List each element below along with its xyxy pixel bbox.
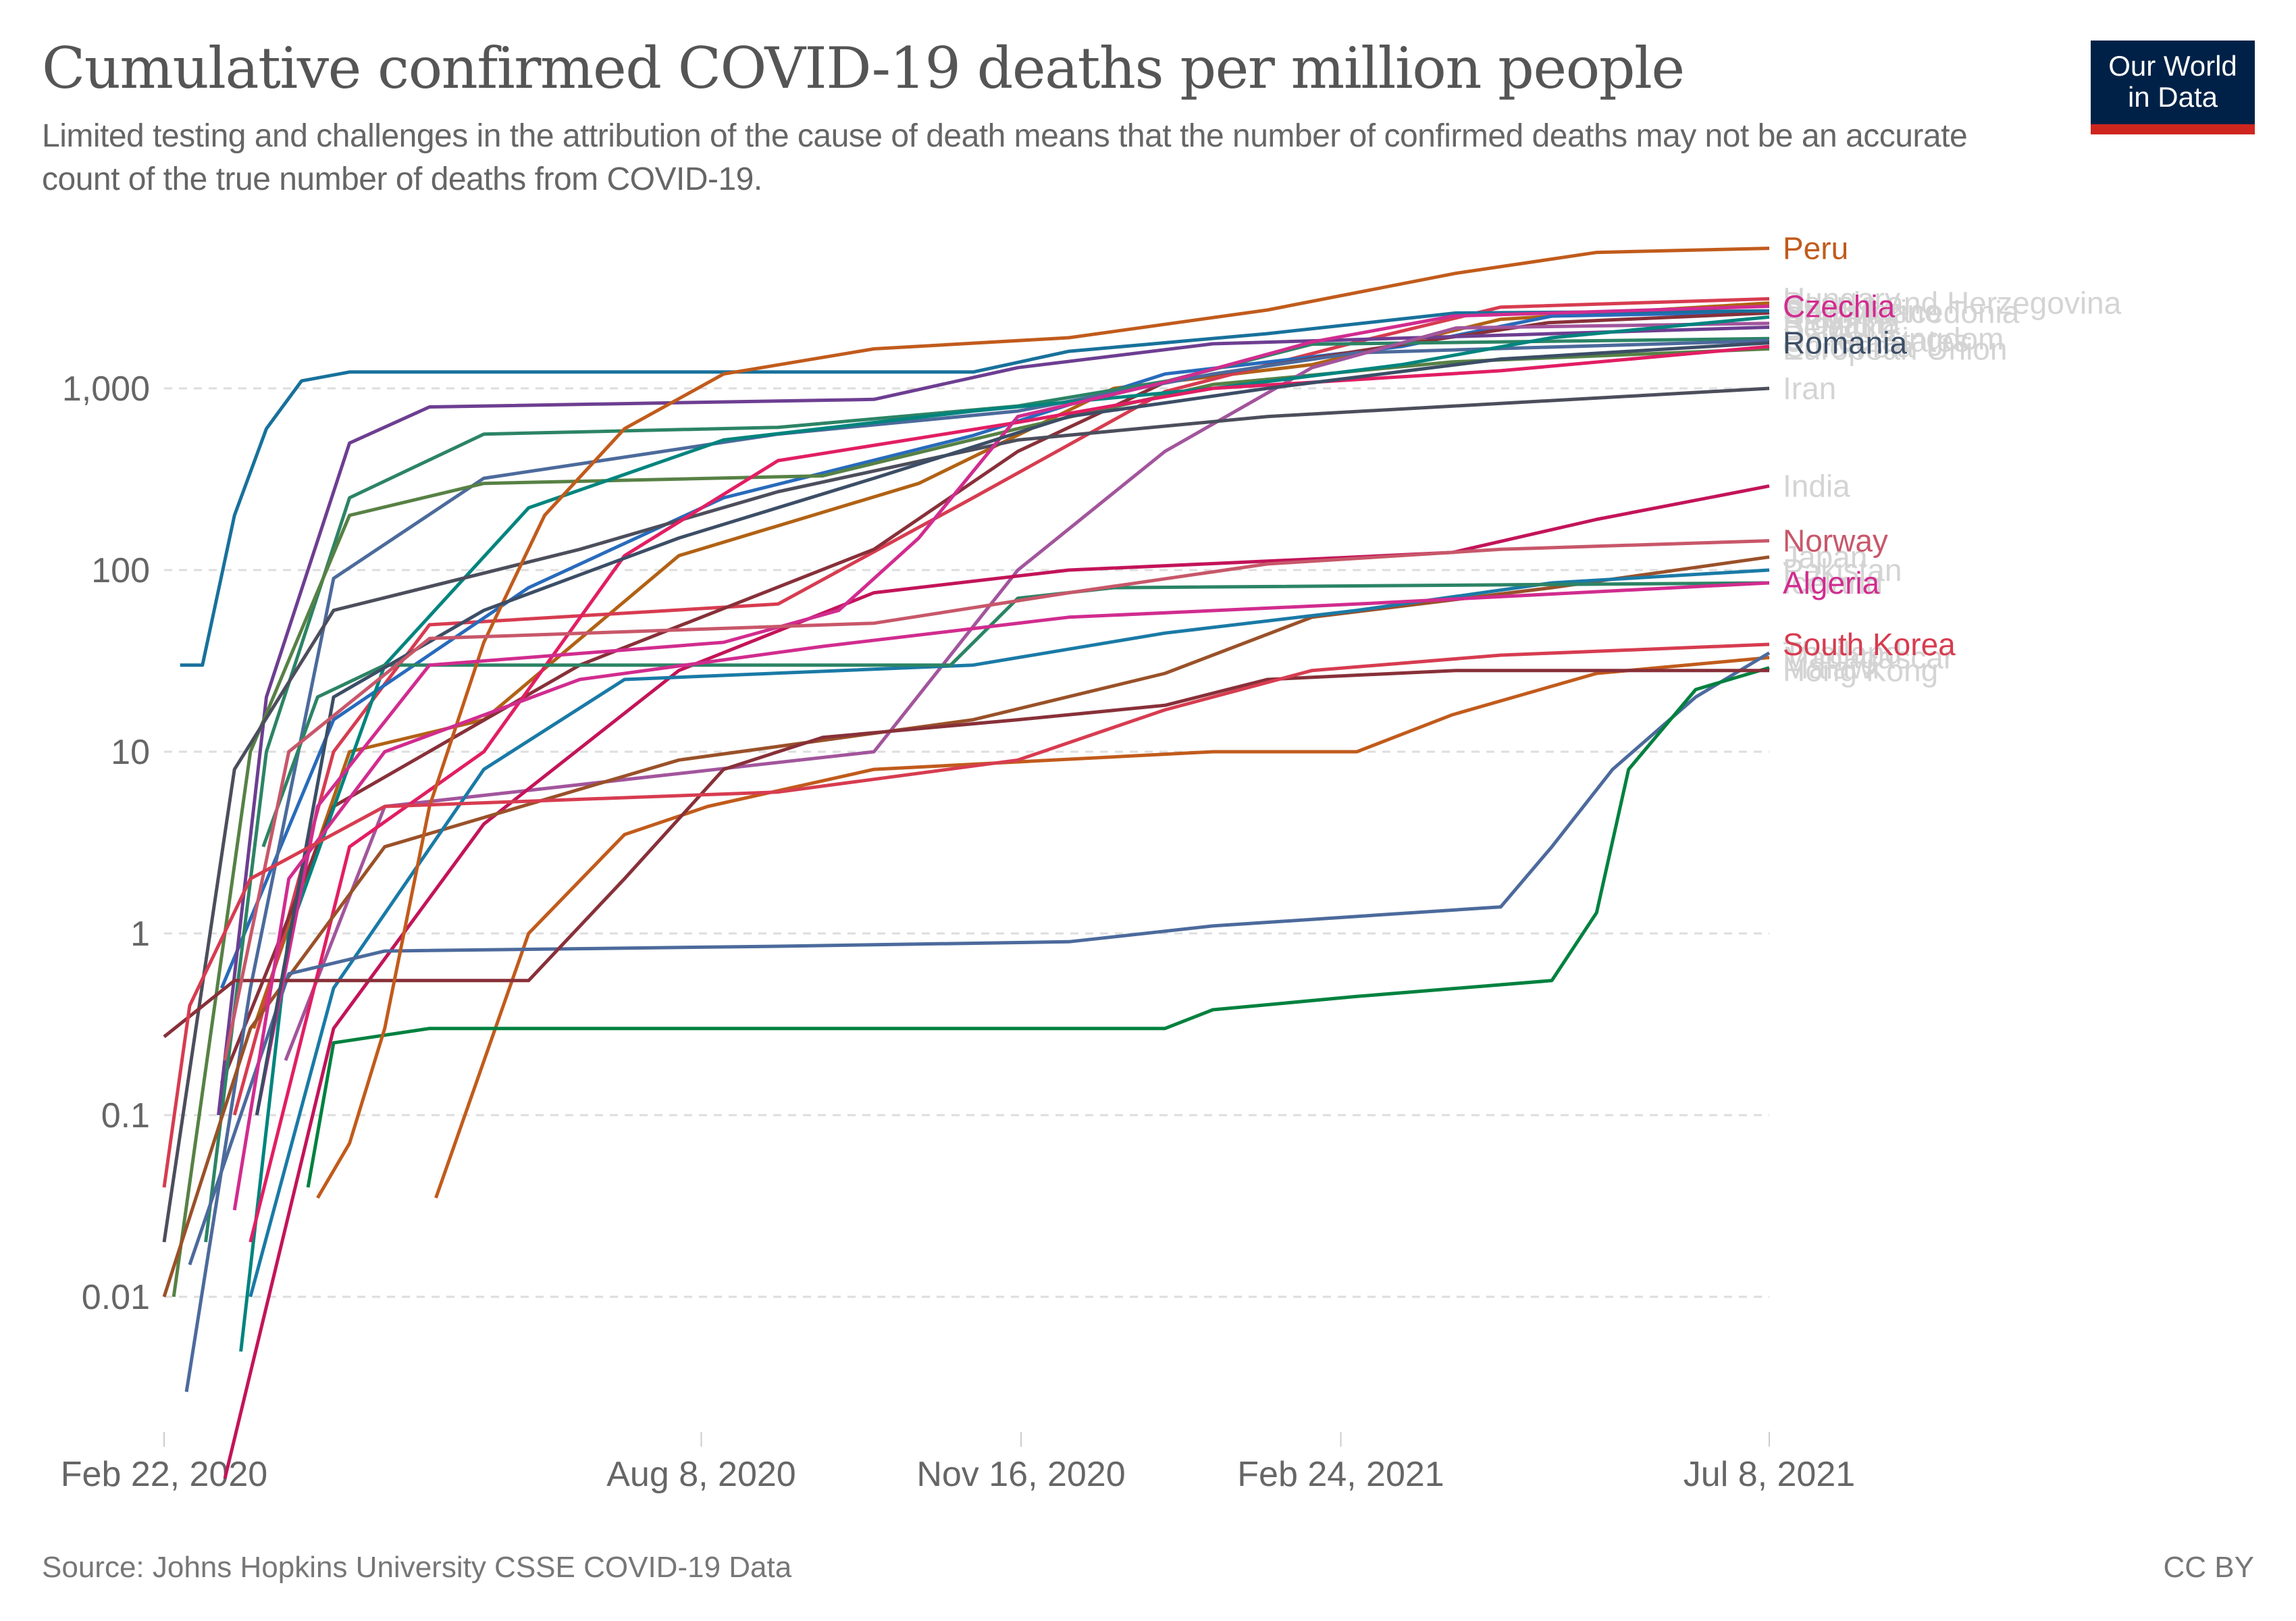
series-line-hong-kong[interactable] bbox=[163, 669, 1769, 1038]
series-label[interactable]: United Kingdom bbox=[1783, 321, 2004, 356]
series-label[interactable]: Belgium bbox=[1783, 309, 1895, 344]
y-tick-label: 1 bbox=[130, 915, 150, 954]
logo-line-1: Our World bbox=[2108, 50, 2237, 82]
series-line-algeria[interactable] bbox=[232, 581, 1770, 1211]
license-link[interactable]: CC BY bbox=[2163, 1551, 2254, 1584]
x-axis-ticks: Feb 22, 2020 Aug 8, 2020 Nov 16, 2020 Feb 2… bbox=[61, 1432, 1855, 1494]
source-note[interactable]: Source: Johns Hopkins University CSSE CO… bbox=[42, 1551, 792, 1584]
series-label[interactable]: Brazil bbox=[1783, 299, 1860, 334]
series-line-thailand[interactable] bbox=[188, 651, 1771, 1266]
series-line-romania[interactable] bbox=[255, 341, 1770, 1116]
series-line-peru[interactable] bbox=[316, 247, 1770, 1199]
y-tick-label: 0.01 bbox=[82, 1278, 150, 1317]
series-line-hungary[interactable] bbox=[232, 297, 1770, 1116]
series-label[interactable]: Iceland bbox=[1783, 565, 1883, 600]
series-label[interactable]: Japan bbox=[1783, 540, 1867, 575]
chart-title: Cumulative confirmed COVID-19 deaths per… bbox=[42, 35, 1685, 101]
series-line-india[interactable] bbox=[223, 484, 1770, 1479]
series-label[interactable]: Malawi bbox=[1783, 650, 1879, 686]
x-tick-label: Aug 8, 2020 bbox=[606, 1455, 795, 1494]
series-line-bulgaria[interactable] bbox=[219, 311, 1770, 1084]
series-label[interactable]: European Union bbox=[1783, 331, 2007, 366]
x-tick-label: Feb 22, 2020 bbox=[61, 1455, 267, 1494]
series-line-malawi[interactable] bbox=[306, 666, 1770, 1188]
series-label[interactable]: San Marino bbox=[1783, 293, 1941, 328]
series-label[interactable]: North Macedonia bbox=[1783, 294, 2020, 330]
series-line-san-marino[interactable] bbox=[180, 309, 1770, 667]
series-label[interactable]: Norway bbox=[1783, 523, 1888, 559]
series-line-belgium[interactable] bbox=[217, 326, 1770, 1116]
series-label[interactable]: Bosnia and Herzegovina bbox=[1783, 286, 2122, 321]
series-line-south-korea[interactable] bbox=[162, 642, 1770, 1188]
chart-subtitle: Limited testing and challenges in the at… bbox=[42, 118, 1968, 197]
series-label[interactable]: Pakistan bbox=[1783, 552, 1902, 588]
series-label[interactable]: Romania bbox=[1783, 326, 1908, 361]
series-line-colombia[interactable] bbox=[249, 344, 1770, 1243]
owid-logo[interactable]: Our World in Data bbox=[2091, 41, 2255, 134]
series-label[interactable]: Slovakia bbox=[1783, 306, 1900, 341]
series-line-norway[interactable] bbox=[223, 539, 1770, 1061]
y-tick-label: 100 bbox=[91, 551, 150, 590]
series-label[interactable]: Madagascar bbox=[1783, 640, 1954, 675]
x-tick-label: Feb 24, 2021 bbox=[1237, 1455, 1444, 1494]
series-label[interactable]: Hungary bbox=[1783, 281, 1900, 316]
series-lines bbox=[162, 247, 1771, 1479]
series-label[interactable]: Czechia bbox=[1783, 288, 1896, 324]
series-label[interactable]: South Korea bbox=[1783, 627, 1956, 662]
y-tick-label: 1,000 bbox=[62, 369, 150, 409]
y-tick-label: 10 bbox=[111, 733, 150, 772]
x-tick-label: Jul 8, 2021 bbox=[1684, 1455, 1855, 1494]
series-line-madagascar[interactable] bbox=[434, 656, 1770, 1199]
series-line-iran[interactable] bbox=[162, 386, 1770, 1243]
series-label[interactable]: India bbox=[1783, 469, 1850, 504]
series-line-czechia[interactable] bbox=[255, 305, 1770, 1116]
series-line-brazil[interactable] bbox=[239, 315, 1770, 1352]
series-label[interactable]: Algeria bbox=[1783, 565, 1880, 600]
logo-accent-bar bbox=[2091, 124, 2255, 134]
y-tick-label: 0.1 bbox=[101, 1096, 150, 1135]
series-label[interactable]: Iran bbox=[1783, 371, 1836, 406]
series-line-united-kingdom[interactable] bbox=[204, 336, 1770, 1243]
series-label[interactable]: Peru bbox=[1783, 231, 1848, 266]
y-axis-ticks: 0.01 0.1 1 10 100 1,000 bbox=[62, 369, 150, 1317]
x-tick-label: Nov 16, 2020 bbox=[916, 1455, 1125, 1494]
series-line-european-union[interactable] bbox=[172, 347, 1770, 1297]
series-label[interactable]: Hong Kong bbox=[1783, 653, 1938, 688]
series-label[interactable]: Colombia bbox=[1783, 329, 1914, 364]
series-label[interactable]: Bulgaria bbox=[1783, 295, 1897, 330]
logo-line-2: in Data bbox=[2127, 81, 2218, 113]
series-label[interactable]: Thailand bbox=[1783, 636, 1902, 671]
series-line-pakistan[interactable] bbox=[249, 568, 1770, 1297]
series-label[interactable]: United States bbox=[1783, 323, 1969, 358]
